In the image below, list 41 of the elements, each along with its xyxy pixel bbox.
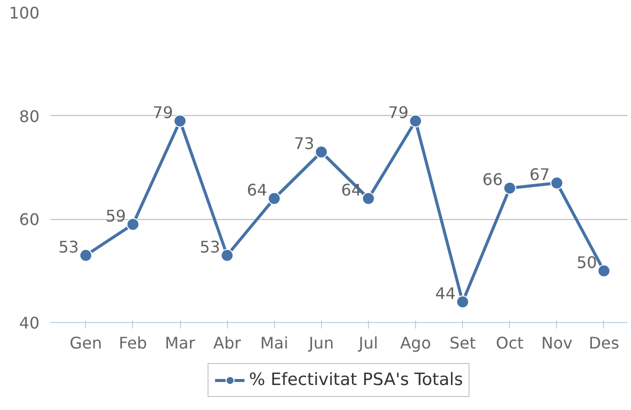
point: [174, 114, 187, 128]
x-tick-label: Jul: [358, 334, 378, 352]
data-label: 64: [246, 180, 268, 200]
point: [550, 176, 564, 190]
data-label: 79: [152, 103, 174, 122]
x-tick-label: Mai: [260, 334, 288, 352]
point: [409, 114, 422, 128]
data-label: 53: [58, 237, 79, 256]
data-label: 64: [341, 180, 362, 200]
legend-label: % Efectivitat PSA's Totals: [249, 370, 463, 390]
point: [456, 295, 470, 308]
x-tick-label: Jun: [308, 334, 334, 352]
data-label: 53: [200, 237, 220, 256]
y-tick-label: 100: [8, 4, 40, 22]
data-label: 73: [294, 134, 314, 153]
x-tick-label: Feb: [118, 334, 148, 352]
data-label: 79: [388, 103, 409, 122]
data-label: 44: [435, 284, 456, 303]
x-tick-label: Des: [588, 334, 620, 352]
x-tick-label: Abr: [213, 334, 242, 352]
point: [597, 264, 610, 278]
point: [503, 182, 516, 195]
data-label: 66: [482, 170, 503, 190]
point: [79, 248, 92, 262]
data-label: 67: [529, 165, 550, 184]
x-tick-label: Gen: [70, 334, 102, 352]
point: [314, 146, 328, 158]
data-label: 50: [576, 252, 597, 272]
x-tick-label: Ago: [400, 334, 431, 352]
y-tick-label: 40: [19, 314, 40, 332]
point: [126, 218, 140, 231]
y-tick-label: 60: [19, 210, 40, 230]
data-label: 59: [106, 206, 126, 226]
x-tick-label: Oct: [496, 334, 524, 352]
point: [268, 192, 281, 205]
point: [220, 248, 234, 262]
x-tick-label: Set: [450, 334, 476, 352]
point: [362, 192, 375, 205]
x-tick-label: Mar: [164, 334, 196, 352]
x-tick-label: Nov: [541, 334, 572, 352]
y-tick-label: 80: [19, 106, 40, 126]
